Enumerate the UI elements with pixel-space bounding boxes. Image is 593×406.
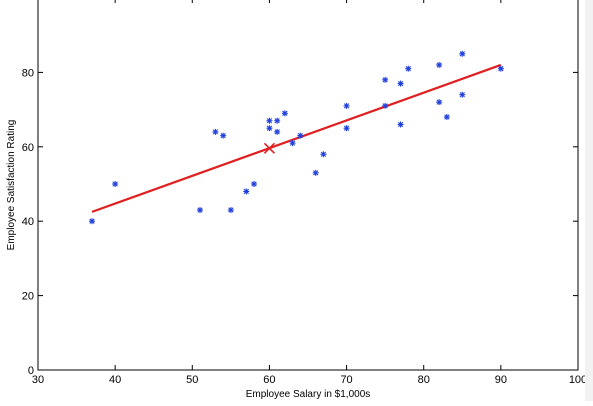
- points-layer: [89, 50, 504, 225]
- window-edge: [585, 0, 593, 401]
- data-point: [266, 117, 273, 124]
- y-tick-label: 20: [22, 291, 34, 303]
- axis-ticks: 30 40 50 60 70 80 90 100 0 20 40 60 80: [22, 0, 587, 386]
- x-axis-label: Employee Salary in $1,000s: [246, 389, 371, 400]
- data-point: [312, 169, 319, 176]
- data-point: [382, 102, 389, 109]
- fit-line: [91, 63, 502, 213]
- data-point: [436, 99, 443, 106]
- plot-area: [37, 0, 579, 371]
- data-point: [112, 181, 119, 187]
- data-point: [343, 125, 350, 132]
- data-point: [405, 65, 412, 72]
- data-point: [274, 128, 281, 135]
- data-point: [251, 181, 257, 187]
- data-point: [227, 207, 234, 214]
- x-tick-label: 100: [569, 374, 585, 386]
- data-point: [443, 114, 450, 121]
- data-point: [343, 102, 350, 109]
- data-point: [281, 110, 288, 117]
- x-tick-label: 90: [495, 374, 507, 386]
- data-point: [212, 128, 219, 135]
- y-tick-label: 0: [28, 365, 34, 377]
- data-point: [89, 218, 95, 225]
- data-point: [266, 125, 273, 132]
- data-point: [274, 117, 281, 124]
- y-tick-label: 60: [22, 142, 34, 154]
- data-point: [459, 50, 466, 57]
- data-point: [436, 61, 443, 68]
- x-tick-label: 70: [340, 374, 352, 386]
- data-point: [297, 132, 304, 139]
- data-point: [459, 91, 466, 98]
- data-point: [243, 188, 250, 195]
- data-point: [397, 121, 404, 128]
- fit-line-layer: [91, 63, 502, 213]
- data-point: [497, 65, 504, 72]
- x-tick-label: 30: [32, 374, 44, 386]
- x-tick-label: 50: [186, 374, 198, 386]
- y-tick-label: 40: [22, 216, 34, 228]
- y-tick-label: 80: [22, 67, 34, 79]
- data-point: [320, 151, 327, 158]
- scatter-chart: 30 40 50 60 70 80 90 100 0 20 40 60 80 Employee Sala…: [6, 0, 587, 400]
- data-point: [197, 207, 203, 214]
- x-tick-label: 80: [418, 374, 430, 386]
- x-tick-label: 40: [109, 374, 121, 386]
- data-point: [382, 76, 389, 83]
- mean-marker: [263, 142, 275, 154]
- data-point: [220, 132, 227, 139]
- mean-marker-layer: [263, 142, 275, 154]
- data-point: [397, 80, 404, 87]
- data-point: [289, 140, 296, 147]
- x-tick-label: 60: [263, 374, 275, 386]
- y-axis-label: Employee Satisfaction Rating: [6, 120, 17, 251]
